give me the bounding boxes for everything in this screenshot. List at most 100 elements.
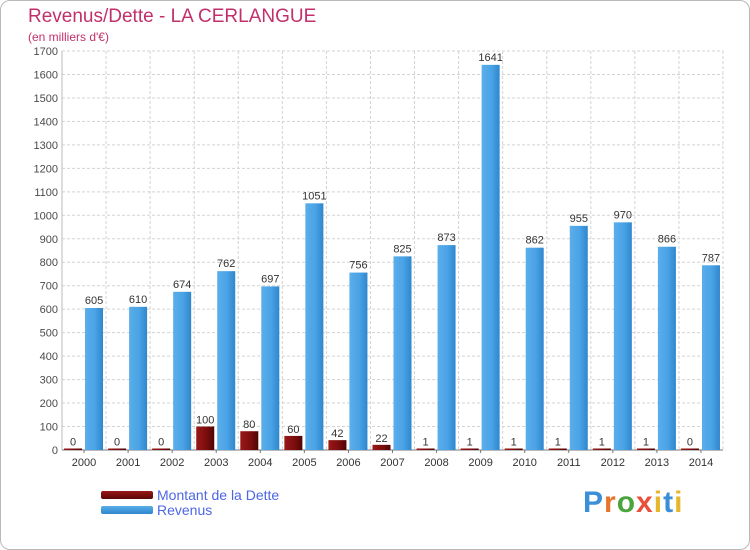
bar-revenus-2008 <box>437 245 456 450</box>
x-tick-label: 2002 <box>160 457 184 469</box>
bar-revenus-2012 <box>613 222 632 450</box>
y-tick-label: 1100 <box>34 187 58 199</box>
data-label-debt-2006: 42 <box>331 428 343 440</box>
bar-debt-2012 <box>592 448 611 450</box>
bar-revenus-2013 <box>657 246 676 450</box>
bar-debt-2005 <box>284 435 303 450</box>
bar-revenus-2003 <box>217 271 236 450</box>
legend-swatch-debt <box>101 490 153 499</box>
y-tick-label: 1200 <box>34 163 58 175</box>
data-label-debt-2003: 100 <box>196 415 214 427</box>
y-tick-label: 500 <box>40 328 58 340</box>
y-tick-label: 200 <box>40 398 58 410</box>
bar-revenus-2011 <box>569 225 588 450</box>
bar-revenus-2005 <box>305 203 324 450</box>
bar-debt-2010 <box>504 448 523 450</box>
data-label-revenus-2013: 866 <box>658 234 676 246</box>
bar-revenus-2000 <box>85 308 104 450</box>
data-label-revenus-2009: 1641 <box>478 52 502 64</box>
y-tick-label: 300 <box>40 375 58 387</box>
data-label-debt-2012: 1 <box>599 437 605 449</box>
data-label-debt-2010: 1 <box>511 437 517 449</box>
y-tick-label: 1400 <box>34 116 58 128</box>
y-tick-label: 1300 <box>34 140 58 152</box>
bar-debt-2003 <box>196 426 215 450</box>
bar-revenus-2009 <box>481 64 500 450</box>
legend-item-revenus: Revenus <box>101 501 279 518</box>
y-tick-label: 1600 <box>34 69 58 81</box>
data-label-debt-2000: 0 <box>70 437 76 449</box>
data-label-revenus-2004: 697 <box>261 273 279 285</box>
y-tick-label: 600 <box>40 304 58 316</box>
data-label-debt-2013: 1 <box>643 437 649 449</box>
bar-debt-2008 <box>416 448 435 450</box>
data-label-revenus-2012: 970 <box>614 209 632 221</box>
bar-debt-2000 <box>64 448 83 450</box>
legend-swatch-revenus <box>101 505 153 514</box>
bar-debt-2006 <box>328 440 347 450</box>
bar-revenus-2004 <box>261 286 280 450</box>
bar-debt-2013 <box>636 448 655 450</box>
data-label-revenus-2006: 756 <box>349 260 367 272</box>
bar-revenus-2001 <box>129 306 148 450</box>
grid-layer <box>61 50 724 453</box>
x-tick-label: 2003 <box>204 457 228 469</box>
bar-revenus-2014 <box>701 265 720 450</box>
label-layer: 0100200300400500600700800900100011001200… <box>34 46 721 469</box>
data-label-debt-2014: 0 <box>687 437 693 449</box>
data-label-revenus-2007: 825 <box>393 243 411 255</box>
data-label-revenus-2000: 605 <box>85 295 103 307</box>
bar-debt-2009 <box>460 448 479 450</box>
data-label-debt-2007: 22 <box>375 433 387 445</box>
chart-subtitle: (en milliers d'€) <box>28 30 109 44</box>
data-label-revenus-2001: 610 <box>129 294 147 306</box>
x-tick-label: 2007 <box>380 457 404 469</box>
y-tick-label: 400 <box>40 351 58 363</box>
data-label-revenus-2010: 862 <box>526 235 544 247</box>
bar-debt-2001 <box>108 448 127 450</box>
bar-revenus-2006 <box>349 272 368 450</box>
y-tick-label: 1500 <box>34 93 58 105</box>
bar-debt-2007 <box>372 444 391 450</box>
data-label-debt-2009: 1 <box>467 437 473 449</box>
y-tick-label: 1000 <box>34 210 58 222</box>
y-tick-label: 1700 <box>34 46 58 58</box>
data-label-debt-2011: 1 <box>555 437 561 449</box>
data-label-debt-2002: 0 <box>158 437 164 449</box>
y-tick-label: 0 <box>52 445 58 457</box>
x-tick-label: 2013 <box>645 457 669 469</box>
x-tick-label: 2011 <box>557 457 581 469</box>
x-tick-label: 2014 <box>689 457 713 469</box>
y-tick-label: 700 <box>40 281 58 293</box>
x-tick-label: 2004 <box>248 457 272 469</box>
chart-title: Revenus/Dette - LA CERLANGUE <box>28 6 317 27</box>
y-tick-label: 100 <box>40 422 58 434</box>
bar-revenus-2010 <box>525 247 544 450</box>
legend-label-revenus: Revenus <box>157 501 213 518</box>
x-tick-label: 2010 <box>512 457 536 469</box>
data-label-revenus-2011: 955 <box>570 213 588 225</box>
data-label-debt-2001: 0 <box>114 437 120 449</box>
data-label-revenus-2002: 674 <box>173 279 191 291</box>
legend: Montant de la Dette Revenus <box>101 486 280 518</box>
bar-revenus-2007 <box>393 256 412 450</box>
bar-debt-2011 <box>548 448 567 450</box>
bar-debt-2002 <box>152 448 171 450</box>
bar-layer <box>64 64 720 450</box>
y-tick-label: 800 <box>40 257 58 269</box>
legend-label-debt: Montant de la Dette <box>157 486 280 503</box>
proxiti-logo: Proxiti <box>583 486 684 519</box>
data-label-revenus-2003: 762 <box>217 258 235 270</box>
data-label-debt-2005: 60 <box>287 424 299 436</box>
x-tick-label: 2005 <box>292 457 316 469</box>
y-tick-label: 900 <box>40 234 58 246</box>
data-label-debt-2008: 1 <box>423 437 429 449</box>
data-label-revenus-2014: 787 <box>702 252 720 264</box>
bar-revenus-2002 <box>173 291 192 450</box>
data-label-revenus-2008: 873 <box>437 232 455 244</box>
x-tick-label: 2008 <box>424 457 448 469</box>
legend-item-debt: Montant de la Dette <box>101 486 280 503</box>
x-tick-label: 2009 <box>468 457 492 469</box>
